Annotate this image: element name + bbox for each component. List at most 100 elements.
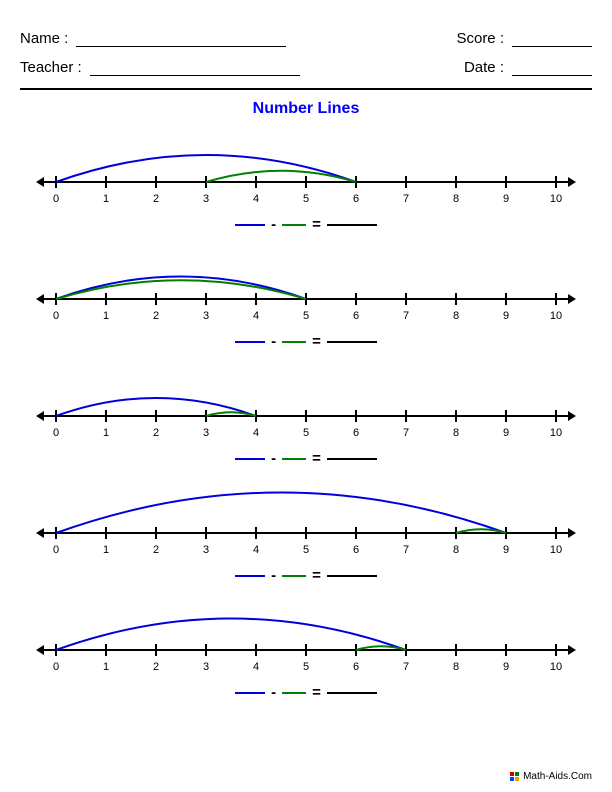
svg-text:8: 8 (453, 193, 459, 205)
score-label: Score : (456, 30, 504, 47)
date-label: Date : (464, 59, 504, 76)
teacher-field: Teacher : (20, 59, 300, 76)
svg-text:1: 1 (103, 661, 109, 673)
svg-text:10: 10 (550, 193, 562, 205)
svg-text:5: 5 (303, 661, 309, 673)
svg-text:4: 4 (253, 427, 259, 439)
minuend-blank[interactable] (235, 575, 265, 577)
svg-text:9: 9 (503, 427, 509, 439)
svg-text:8: 8 (453, 544, 459, 556)
equation-row: -= (20, 684, 592, 701)
blue-arc (56, 619, 406, 651)
minus-sign: - (271, 567, 276, 584)
problem: 012345678910-= (20, 366, 592, 467)
minuend-blank[interactable] (235, 692, 265, 694)
svg-text:6: 6 (353, 310, 359, 322)
svg-text:7: 7 (403, 193, 409, 205)
answer-blank[interactable] (327, 224, 377, 226)
number-line: 012345678910 (26, 249, 586, 329)
answer-blank[interactable] (327, 692, 377, 694)
name-blank[interactable] (76, 31, 286, 47)
subtrahend-blank[interactable] (282, 224, 306, 226)
svg-text:1: 1 (103, 310, 109, 322)
svg-text:3: 3 (203, 193, 209, 205)
svg-text:4: 4 (253, 661, 259, 673)
svg-text:2: 2 (153, 661, 159, 673)
svg-text:7: 7 (403, 661, 409, 673)
date-blank[interactable] (512, 60, 592, 76)
svg-text:10: 10 (550, 427, 562, 439)
number-line: 012345678910 (26, 366, 586, 446)
subtrahend-blank[interactable] (282, 692, 306, 694)
date-field: Date : (464, 59, 592, 76)
equals-sign: = (312, 333, 321, 350)
score-blank[interactable] (512, 31, 592, 47)
answer-blank[interactable] (327, 341, 377, 343)
svg-text:9: 9 (503, 661, 509, 673)
svg-text:4: 4 (253, 310, 259, 322)
footer-text: Math-Aids.Com (523, 771, 592, 782)
svg-text:6: 6 (353, 544, 359, 556)
svg-text:4: 4 (253, 544, 259, 556)
teacher-label: Teacher : (20, 59, 82, 76)
minuend-blank[interactable] (235, 458, 265, 460)
svg-text:1: 1 (103, 427, 109, 439)
teacher-blank[interactable] (90, 60, 300, 76)
equals-sign: = (312, 216, 321, 233)
svg-text:2: 2 (153, 544, 159, 556)
svg-text:0: 0 (53, 544, 59, 556)
number-line: 0 1 2 3 4 5 6 7 8 9 10 (26, 600, 586, 680)
blue-arc (56, 493, 506, 534)
subtrahend-blank[interactable] (282, 341, 306, 343)
svg-text:10: 10 (550, 544, 562, 556)
subtrahend-blank[interactable] (282, 575, 306, 577)
svg-text:2: 2 (153, 193, 159, 205)
score-field: Score : (456, 30, 592, 47)
svg-text:0: 0 (53, 661, 59, 673)
green-arc (56, 280, 306, 299)
page-title: Number Lines (20, 100, 592, 118)
svg-text:7: 7 (403, 544, 409, 556)
svg-text:1: 1 (103, 193, 109, 205)
footer-dots-icon (510, 772, 519, 781)
equation-row: -= (20, 333, 592, 350)
svg-text:0: 0 (53, 193, 59, 205)
svg-text:6: 6 (353, 193, 359, 205)
svg-text:5: 5 (303, 193, 309, 205)
number-line: 012345678910 (26, 483, 586, 563)
svg-text:3: 3 (203, 544, 209, 556)
minuend-blank[interactable] (235, 224, 265, 226)
svg-text:5: 5 (303, 544, 309, 556)
svg-text:3: 3 (203, 661, 209, 673)
subtrahend-blank[interactable] (282, 458, 306, 460)
minus-sign: - (271, 333, 276, 350)
header-row-2: Teacher : Date : (20, 59, 592, 76)
number-line: 012345678910 (26, 132, 586, 212)
svg-text:2: 2 (153, 427, 159, 439)
svg-text:0: 0 (53, 427, 59, 439)
svg-text:6: 6 (353, 427, 359, 439)
svg-text:5: 5 (303, 310, 309, 322)
svg-text:6: 6 (353, 661, 359, 673)
svg-text:7: 7 (403, 310, 409, 322)
svg-text:9: 9 (503, 544, 509, 556)
svg-text:8: 8 (453, 661, 459, 673)
svg-text:2: 2 (153, 310, 159, 322)
minus-sign: - (271, 216, 276, 233)
svg-text:4: 4 (253, 193, 259, 205)
footer: Math-Aids.Com (510, 771, 592, 782)
svg-text:8: 8 (453, 310, 459, 322)
svg-text:3: 3 (203, 427, 209, 439)
svg-text:0: 0 (53, 310, 59, 322)
svg-text:5: 5 (303, 427, 309, 439)
problem: 0 1 2 3 4 5 6 7 8 9 10 -= (20, 600, 592, 701)
problem: 012345678910-= (20, 249, 592, 350)
minus-sign: - (271, 450, 276, 467)
answer-blank[interactable] (327, 575, 377, 577)
answer-blank[interactable] (327, 458, 377, 460)
svg-text:10: 10 (550, 661, 562, 673)
minus-sign: - (271, 684, 276, 701)
problem: 012345678910-= (20, 483, 592, 584)
minuend-blank[interactable] (235, 341, 265, 343)
green-arc (206, 171, 356, 182)
